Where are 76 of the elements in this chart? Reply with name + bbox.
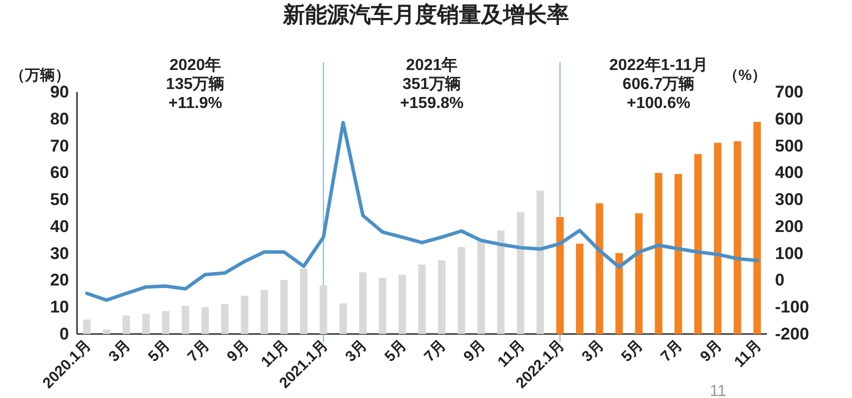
x-tick-label: 7月 <box>184 336 213 366</box>
x-tick-label: 5月 <box>618 336 647 366</box>
bar <box>378 278 386 334</box>
x-tick-label: 3月 <box>578 336 608 366</box>
bar <box>734 141 742 334</box>
bar <box>753 122 761 334</box>
y2-tick-label: -200 <box>775 324 810 344</box>
y-tick-label: 20 <box>50 270 69 290</box>
bar <box>182 306 190 334</box>
bar <box>674 174 682 334</box>
x-tick-label: 9月 <box>460 336 489 366</box>
y-tick-label: 50 <box>50 190 69 210</box>
bar <box>300 268 308 334</box>
bar <box>556 217 564 334</box>
bar <box>102 329 110 334</box>
x-tick-label: 7月 <box>658 336 686 366</box>
bar <box>221 304 229 334</box>
bar <box>122 315 130 334</box>
x-tick-label: 9月 <box>697 336 726 366</box>
y2-tick-label: 500 <box>775 136 804 156</box>
chart-title: 新能源汽车月度销量及增长率 <box>282 2 569 27</box>
bar <box>418 264 426 334</box>
y2-tick-label: -100 <box>775 298 810 317</box>
bar <box>516 212 524 334</box>
text: 11 <box>710 383 726 398</box>
bar <box>694 154 702 334</box>
bar <box>320 285 328 334</box>
x-tick-label: 11月 <box>731 336 765 371</box>
y2-tick-label: 700 <box>775 82 804 102</box>
x-tick-label: 5月 <box>382 336 410 366</box>
bar <box>654 172 662 334</box>
y-tick-label: 80 <box>50 109 69 128</box>
bar <box>83 319 91 334</box>
x-tick-label: 3月 <box>342 336 371 366</box>
annotation: 2022年1-11月 606.7万辆 +100.6% <box>609 56 708 112</box>
y2-tick-label: 600 <box>775 109 804 128</box>
y-tick-label: 60 <box>50 163 69 182</box>
annotation: 2021年 351万辆 +159.8% <box>400 56 464 112</box>
y2-tick-label: 0 <box>775 270 784 290</box>
bar <box>339 303 347 334</box>
y2-tick-label: 100 <box>775 244 804 263</box>
x-tick-label: 7月 <box>421 336 450 366</box>
bar <box>714 142 722 334</box>
bar <box>438 260 446 334</box>
bar <box>596 203 604 334</box>
y-tick-label: 70 <box>50 136 69 156</box>
bar <box>142 314 150 334</box>
bar <box>497 230 505 334</box>
bar <box>576 244 584 334</box>
y-tick-label: 0 <box>60 324 69 344</box>
bar <box>398 274 406 334</box>
bar <box>162 311 170 334</box>
line-series <box>85 120 759 302</box>
y2-tick-label: 200 <box>775 216 804 236</box>
y2-tick-label: 300 <box>775 190 804 210</box>
x-tick-label: 5月 <box>145 336 174 366</box>
y-tick-label: 30 <box>50 244 69 263</box>
bar <box>477 238 485 334</box>
bar <box>280 280 288 334</box>
bar <box>260 290 268 334</box>
bar <box>240 296 248 334</box>
bar <box>536 190 544 334</box>
y-tick-label: 90 <box>50 82 69 102</box>
y-tick-label: 40 <box>50 216 69 236</box>
bar <box>458 247 466 334</box>
bar <box>635 213 643 334</box>
x-tick-label: 3月 <box>106 336 134 366</box>
annotation: 2020年 135万辆 +11.9% <box>166 56 225 112</box>
bar <box>615 253 623 334</box>
y2-axis-title: （%） <box>723 67 767 84</box>
y-axis-title: （万辆） <box>10 67 70 84</box>
x-tick-label: 9月 <box>224 336 252 366</box>
y-tick-label: 10 <box>50 298 69 317</box>
bar <box>201 307 209 334</box>
bar <box>359 272 367 334</box>
y2-tick-label: 400 <box>775 163 804 182</box>
